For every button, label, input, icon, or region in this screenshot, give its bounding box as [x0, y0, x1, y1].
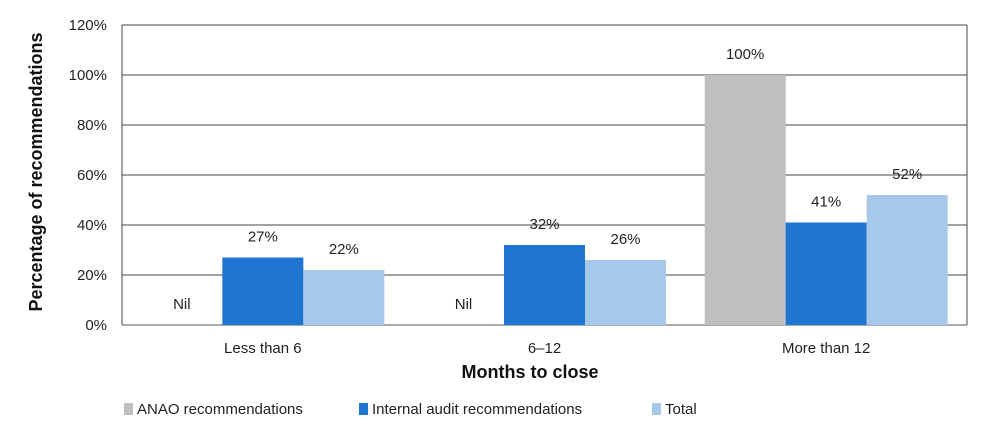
bar — [785, 222, 867, 325]
x-tick-label: More than 12 — [782, 340, 870, 357]
y-tick-label: 100% — [69, 67, 107, 84]
data-label: Nil — [455, 296, 473, 313]
data-label: 22% — [329, 241, 359, 258]
data-label: 52% — [892, 166, 922, 183]
data-labels: Nil 27% 22% Nil 32% 26% 100% 41% 52% — [173, 46, 922, 313]
legend-label: Total — [665, 401, 697, 418]
data-label: 27% — [248, 229, 278, 246]
data-label: 32% — [529, 216, 559, 233]
legend-label: Internal audit recommendations — [372, 401, 582, 418]
y-tick-label: 80% — [77, 117, 107, 134]
data-label: 100% — [726, 46, 764, 63]
bar — [504, 245, 585, 325]
data-label: 41% — [811, 194, 841, 211]
legend: ANAO recommendations Internal audit recom… — [124, 401, 697, 418]
x-tick-label: 6–12 — [528, 340, 561, 357]
bar — [704, 75, 786, 325]
bar — [303, 270, 385, 325]
x-tick-label: Less than 6 — [224, 340, 302, 357]
legend-swatch — [359, 403, 368, 415]
x-tick-labels: Less than 6 6–12 More than 12 — [224, 340, 870, 357]
y-axis-title: Percentage of recommendations — [26, 32, 46, 311]
y-tick-label: 0% — [85, 317, 107, 334]
data-label: Nil — [173, 296, 191, 313]
y-tick-label: 20% — [77, 267, 107, 284]
bar — [585, 260, 666, 325]
bar — [222, 257, 304, 325]
x-axis-title: Months to close — [461, 362, 598, 382]
y-tick-label: 60% — [77, 167, 107, 184]
legend-label: ANAO recommendations — [137, 401, 303, 418]
legend-swatch — [652, 403, 661, 415]
y-tick-labels: 0% 20% 40% 60% 80% 100% 120% — [69, 17, 107, 334]
legend-swatch — [124, 403, 133, 415]
bars — [222, 75, 948, 325]
y-tick-label: 120% — [69, 17, 107, 34]
bar — [866, 195, 948, 325]
y-tick-label: 40% — [77, 217, 107, 234]
data-label: 26% — [610, 231, 640, 248]
